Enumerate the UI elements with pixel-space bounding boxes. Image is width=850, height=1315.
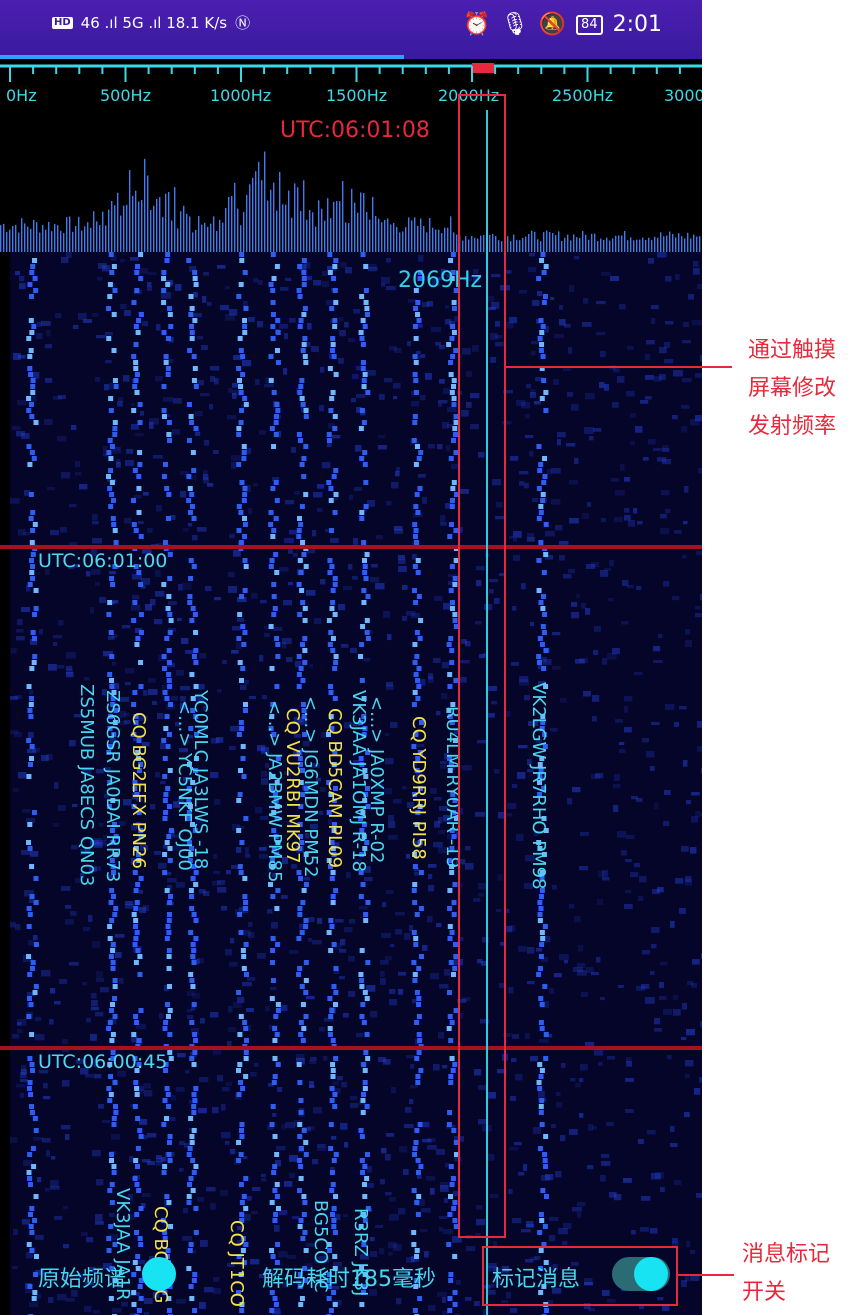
status-right: ⏰ 🎙 🔕 84 2:01 <box>463 12 662 37</box>
tick-label: 2500Hz <box>552 86 614 105</box>
tick-label: 3000 <box>664 86 702 105</box>
decoded-message[interactable]: CQ VU2RBI MK97 <box>282 708 303 864</box>
decoded-message[interactable]: RU4LM RY0AR -19 <box>442 706 463 869</box>
spectrum-graph[interactable] <box>0 140 702 254</box>
decoded-message[interactable]: VK3JAA JA1R <box>112 1188 133 1301</box>
signal-text: 46 .ıl 5G .ıl 18.1 K/s <box>80 13 228 32</box>
status-left: HD 46 .ıl 5G .ıl 18.1 K/s Ⓝ <box>52 12 250 33</box>
decoded-message[interactable]: CQ BD5CAM PL09 <box>324 708 345 869</box>
waterfall-noise <box>10 252 702 1315</box>
decoded-message[interactable]: R3RZ JK3J <box>350 1208 371 1297</box>
decoded-message[interactable]: BG5CO YC <box>310 1200 331 1293</box>
mute-icon: 🔕 <box>538 12 567 37</box>
annotation-leader-line <box>506 366 732 368</box>
frequency-ruler[interactable]: 0Hz 500Hz 1000Hz 1500Hz 2000Hz 2500Hz 30… <box>0 60 702 120</box>
decode-time-label: 解码耗时185毫秒 <box>262 1267 436 1292</box>
raw-spectrum-toggle[interactable] <box>136 1257 178 1291</box>
status-bar: HD 46 .ıl 5G .ıl 18.1 K/s Ⓝ ⏰ 🎙 🔕 84 2:0… <box>0 0 702 56</box>
bottom-toolbar: 原始频谱 解码耗时185毫秒 标记消息 <box>0 1245 702 1315</box>
tick-label: 500Hz <box>100 86 151 105</box>
progress-bar <box>0 55 702 59</box>
battery-icon: 84 <box>576 14 603 35</box>
utc-divider <box>0 1046 702 1050</box>
decoded-message[interactable]: CQ JT1CO <box>226 1220 247 1307</box>
nfc-icon: Ⓝ <box>235 14 251 32</box>
mic-icon: 🎙 <box>500 12 529 37</box>
annotation-leader-line <box>678 1274 734 1276</box>
utc-current-time: UTC:06:01:08 <box>280 118 430 143</box>
annotation-toggle-note: 消息标记 开关 <box>742 1242 831 1305</box>
mark-messages-label: 标记消息 <box>492 1267 581 1292</box>
utc-marker-label: UTC:06:01:00 <box>38 550 168 572</box>
ruler-ticks <box>0 63 702 82</box>
decoded-message[interactable]: <...> JA0XMP R-02 <box>366 696 387 864</box>
tx-marker <box>472 63 494 73</box>
alarm-icon: ⏰ <box>463 12 491 37</box>
tick-label: 1500Hz <box>326 86 388 105</box>
utc-marker-label: UTC:06:00:45 <box>38 1051 168 1073</box>
decoded-message[interactable]: CQ YD9RRJ PI58 <box>408 716 429 860</box>
decoded-message[interactable]: <...> YC5NKF OJ00 <box>174 700 195 871</box>
decoded-message[interactable]: VK2LGW JR7RHO PM98 <box>528 682 549 890</box>
waterfall-display[interactable] <box>10 252 702 1315</box>
annotation-touch-note: 通过触摸 屏幕修改 发射频率 <box>748 338 837 439</box>
hd-icon: HD <box>52 16 73 29</box>
mark-toggle-highlight <box>482 1246 678 1306</box>
touch-area-highlight <box>458 94 506 1238</box>
raw-spectrum-label: 原始频谱 <box>38 1267 127 1292</box>
decoded-message[interactable]: YC0MLC JA3LWS -18 <box>190 690 211 870</box>
tick-label: 1000Hz <box>210 86 272 105</box>
decoded-message[interactable]: VK3JAA JA1OMJ R-18 <box>348 690 369 873</box>
mark-messages-toggle[interactable] <box>612 1257 670 1291</box>
toggle-knob <box>142 1257 176 1291</box>
decoded-message[interactable]: <...> JA2BMW PM85 <box>264 700 285 883</box>
tx-frequency-label: 2069Hz <box>398 268 483 293</box>
toggle-knob <box>634 1257 668 1291</box>
utc-divider <box>0 545 702 549</box>
tx-frequency-line[interactable] <box>486 110 488 1315</box>
clock: 2:01 <box>612 12 662 37</box>
decoded-message[interactable]: ZS5MUB JA8ECS QN03 <box>76 684 97 887</box>
tick-label: 0Hz <box>6 86 37 105</box>
decoded-message[interactable]: <...> JG6MDN PM52 <box>300 696 321 878</box>
decoded-message[interactable]: ZS6GSR JA0DAI RR73 <box>102 690 123 883</box>
phone-screen: HD 46 .ıl 5G .ıl 18.1 K/s Ⓝ ⏰ 🎙 🔕 84 2:0… <box>0 0 702 1315</box>
decoded-message[interactable]: CQ BG2EFX PN26 <box>128 712 149 869</box>
